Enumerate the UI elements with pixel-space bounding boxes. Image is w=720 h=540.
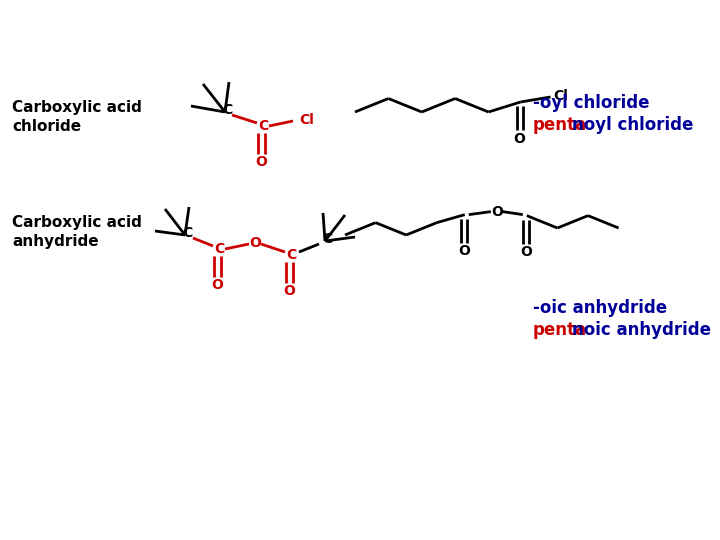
Text: Cl: Cl bbox=[299, 113, 314, 127]
Text: O: O bbox=[255, 155, 267, 169]
Text: C: C bbox=[214, 242, 224, 256]
Text: O: O bbox=[249, 236, 261, 250]
Text: O: O bbox=[283, 284, 295, 298]
Text: -oic anhydride: -oic anhydride bbox=[533, 299, 667, 317]
Text: noyl chloride: noyl chloride bbox=[572, 116, 693, 134]
Text: C: C bbox=[258, 119, 268, 133]
Text: -oyl chloride: -oyl chloride bbox=[533, 94, 649, 112]
Text: O: O bbox=[513, 132, 526, 146]
Text: Cl: Cl bbox=[554, 89, 568, 103]
Text: C: C bbox=[222, 103, 232, 117]
Text: O: O bbox=[520, 245, 532, 259]
Text: O: O bbox=[458, 244, 469, 258]
Text: C: C bbox=[286, 248, 296, 262]
Text: C: C bbox=[322, 232, 332, 246]
Text: penta: penta bbox=[533, 321, 587, 339]
Text: C: C bbox=[182, 226, 192, 240]
Text: Carboxylic acid
chloride: Carboxylic acid chloride bbox=[12, 99, 142, 134]
Text: noic anhydride: noic anhydride bbox=[572, 321, 711, 339]
Text: O: O bbox=[211, 278, 223, 292]
Text: Carboxylic acid
anhydride: Carboxylic acid anhydride bbox=[12, 214, 142, 249]
Text: O: O bbox=[491, 205, 503, 219]
Text: penta: penta bbox=[533, 116, 587, 134]
